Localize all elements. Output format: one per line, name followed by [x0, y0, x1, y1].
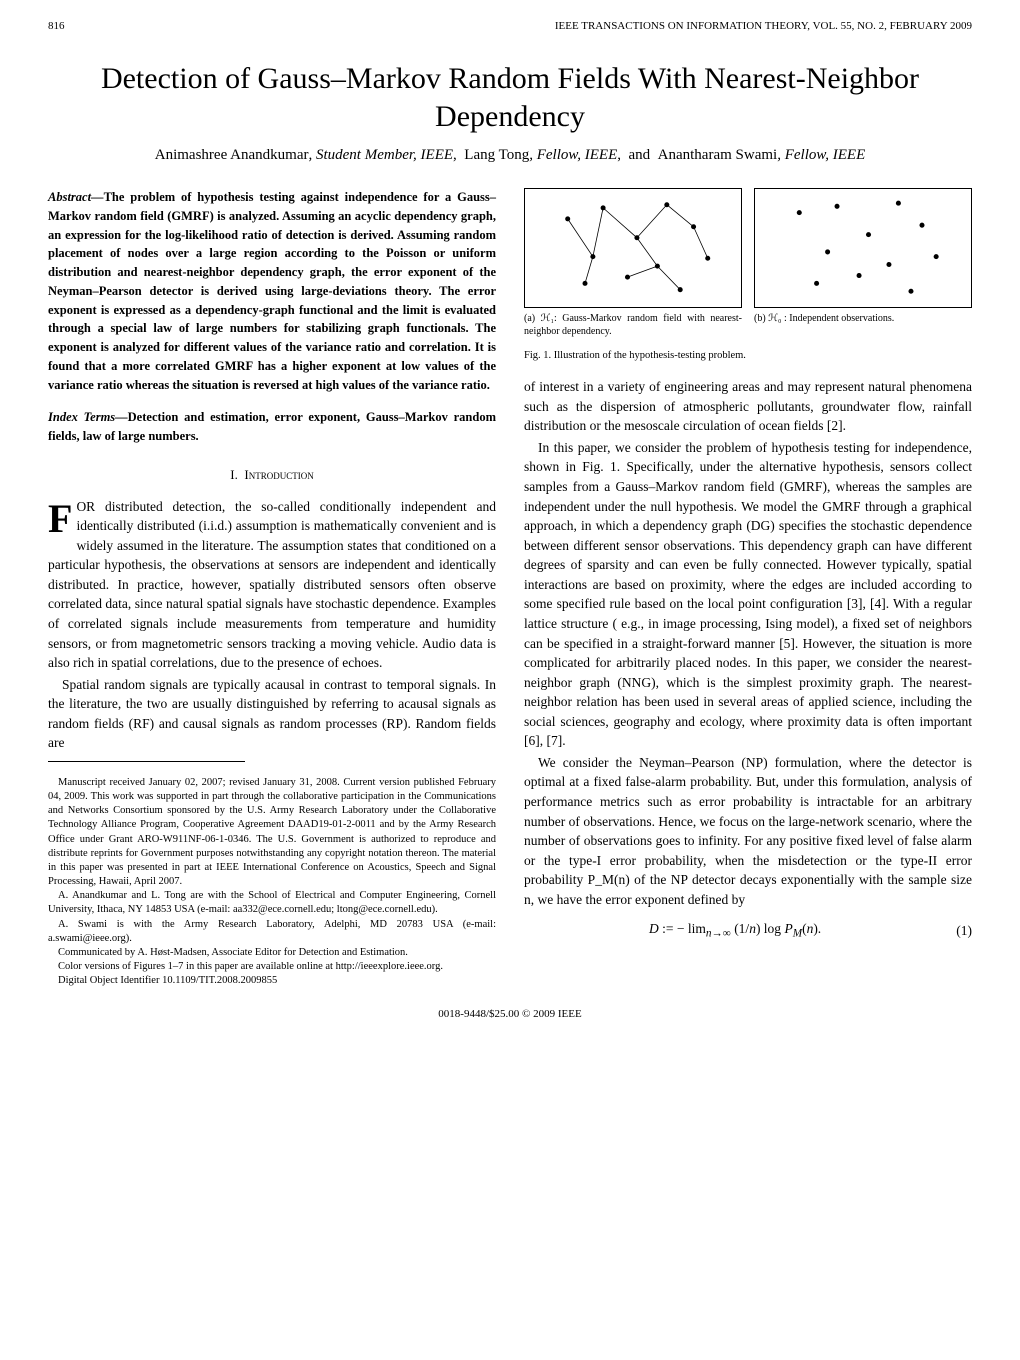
figure-1: (a) ℋ₁: Gauss-Markov random field with n… [524, 188, 972, 363]
col2-paragraph-1: of interest in a variety of engineering … [524, 377, 972, 436]
footnote-3: A. Swami is with the Army Research Labor… [48, 918, 496, 946]
col2-paragraph-3: We consider the Neyman–Pearson (NP) form… [524, 753, 972, 910]
figure-1-panel-b: (b) ℋ₀ : Independent observations. [754, 188, 972, 338]
right-column: (a) ℋ₁: Gauss-Markov random field with n… [524, 188, 972, 988]
page-number: 816 [48, 20, 65, 32]
figure-1a-svg [524, 188, 742, 308]
footnote-5: Color versions of Figures 1–7 in this pa… [48, 960, 496, 974]
figure-1b-subcaption: (b) ℋ₀ : Independent observations. [754, 312, 972, 325]
col2-paragraph-2: In this paper, we consider the problem o… [524, 438, 972, 751]
abstract-text: The problem of hypothesis testing agains… [48, 190, 496, 392]
figure-1a-subcaption: (a) ℋ₁: Gauss-Markov random field with n… [524, 312, 742, 338]
equation-1-number: (1) [946, 921, 972, 941]
intro-p1-text: OR distributed detection, the so-called … [48, 499, 496, 671]
section-1-number: I. [230, 467, 238, 482]
section-1-heading: I. Introduction [48, 448, 496, 497]
footer-copyright: 0018-9448/$25.00 © 2009 IEEE [48, 988, 972, 1040]
figure-1b-svg [754, 188, 972, 308]
figure-1-panel-a: (a) ℋ₁: Gauss-Markov random field with n… [524, 188, 742, 338]
journal-name: IEEE TRANSACTIONS ON INFORMATION THEORY,… [555, 20, 972, 32]
intro-paragraph-2: Spatial random signals are typically aca… [48, 675, 496, 753]
equation-1: D := − limn→∞ (1/n) log PM(n). (1) [524, 911, 972, 950]
figure-1-caption: Fig. 1. Illustration of the hypothesis-t… [524, 348, 972, 363]
paper-authors: Animashree Anandkumar, Student Member, I… [48, 147, 972, 188]
dropcap: F [48, 497, 76, 539]
abstract-head: Abstract— [48, 190, 104, 204]
abstract-block: Abstract—The problem of hypothesis testi… [48, 188, 496, 394]
index-terms-head: Index Terms— [48, 410, 128, 424]
footnote-6: Digital Object Identifier 10.1109/TIT.20… [48, 974, 496, 988]
index-terms-block: Index Terms—Detection and estimation, er… [48, 408, 496, 446]
intro-paragraph-1: FOR distributed detection, the so-called… [48, 497, 496, 673]
section-1-title: Introduction [244, 467, 313, 482]
footnote-4: Communicated by A. Høst-Madsen, Associat… [48, 946, 496, 960]
footnote-1: Manuscript received January 02, 2007; re… [48, 776, 496, 889]
footnote-rule [48, 761, 245, 762]
footnote-2: A. Anandkumar and L. Tong are with the S… [48, 889, 496, 917]
footnotes: Manuscript received January 02, 2007; re… [48, 776, 496, 989]
left-column: Abstract—The problem of hypothesis testi… [48, 188, 496, 988]
running-header: 816 IEEE TRANSACTIONS ON INFORMATION THE… [48, 0, 972, 40]
paper-title: Detection of Gauss–Markov Random Fields … [48, 40, 972, 147]
two-column-layout: Abstract—The problem of hypothesis testi… [48, 188, 972, 988]
equation-1-math: D := − limn→∞ (1/n) log PM(n). [524, 919, 946, 942]
